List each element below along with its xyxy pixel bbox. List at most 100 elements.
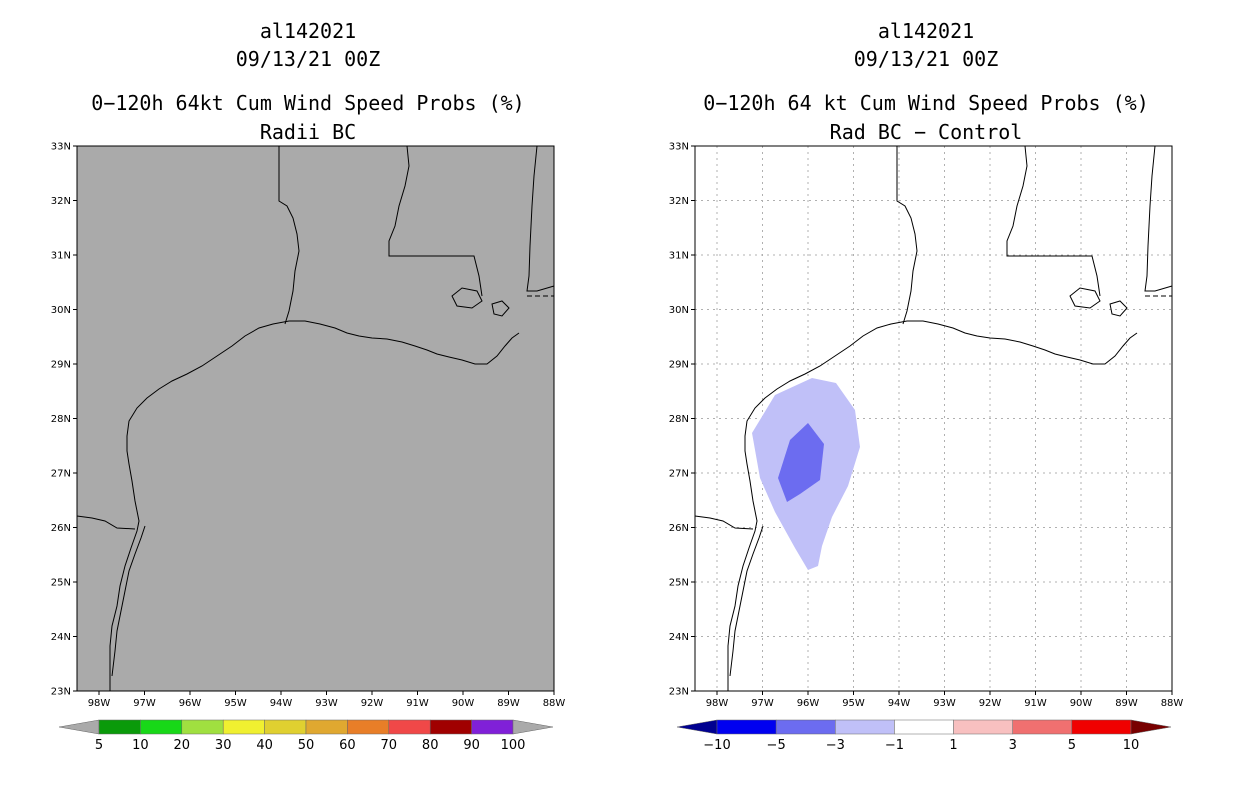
lon-label: 97W bbox=[133, 698, 156, 709]
colorbar-segment bbox=[305, 719, 348, 735]
left-subtitle: Radii BC bbox=[260, 120, 356, 144]
lon-label: 98W bbox=[706, 698, 729, 709]
right-subtitle: Rad BC − Control bbox=[830, 120, 1023, 144]
lat-label: 24N bbox=[51, 632, 71, 643]
lon-label: 91W bbox=[406, 698, 429, 709]
colorbar-label: 5 bbox=[1068, 738, 1076, 753]
left-map-panel: 33N 32N 31N 30N 29N 28N 27N 26N 25N 24N 23N 98W 97W 9… bbox=[51, 142, 566, 710]
coastline-path bbox=[727, 320, 1138, 691]
lon-label: 91W bbox=[1024, 698, 1047, 709]
lon-label: 88W bbox=[543, 698, 566, 709]
lat-label: 25N bbox=[669, 578, 689, 589]
right-axis-ticks: 33N 32N 31N 30N 29N 28N 27N 26N 25N 24N 23N 98W 97W 9… bbox=[669, 142, 1184, 710]
colorbar-high-triangle bbox=[1130, 719, 1172, 735]
lat-label: 23N bbox=[669, 687, 689, 698]
inner-probability-contour bbox=[778, 423, 824, 502]
colorbar-label: 30 bbox=[215, 738, 232, 753]
lake-outline bbox=[491, 300, 510, 317]
colorbar-segment bbox=[471, 719, 514, 735]
colorbar-label: 40 bbox=[256, 738, 273, 753]
state-border-path bbox=[388, 145, 483, 297]
right-coastline bbox=[694, 145, 1173, 691]
colorbar-label: 5 bbox=[95, 738, 103, 753]
lat-label: 28N bbox=[51, 414, 71, 425]
lat-label: 24N bbox=[669, 632, 689, 643]
colorbar-low-triangle bbox=[676, 719, 718, 735]
coastline-path bbox=[109, 320, 520, 691]
barrier-island-path bbox=[729, 525, 764, 677]
left-coastline bbox=[76, 145, 555, 691]
colorbar-segment bbox=[140, 719, 183, 735]
left-map-background bbox=[77, 146, 554, 691]
lat-label: 32N bbox=[669, 196, 689, 207]
colorbar-segment bbox=[1071, 719, 1132, 735]
lon-label: 95W bbox=[842, 698, 865, 709]
lat-label: 27N bbox=[51, 469, 71, 480]
lat-label: 31N bbox=[51, 251, 71, 262]
lon-label: 94W bbox=[888, 698, 911, 709]
lon-label: 89W bbox=[497, 698, 520, 709]
colorbar-segment bbox=[775, 719, 836, 735]
colorbar-label: −10 bbox=[703, 738, 730, 753]
left-colorbar: 5 10 20 30 40 50 60 70 80 90 100 bbox=[58, 719, 554, 753]
lake-outline bbox=[1109, 300, 1128, 317]
lon-label: 92W bbox=[979, 698, 1002, 709]
lat-label: 25N bbox=[51, 578, 71, 589]
lon-label: 97W bbox=[751, 698, 774, 709]
colorbar-segment bbox=[222, 719, 265, 735]
colorbar-label: 80 bbox=[422, 738, 439, 753]
left-datetime: 09/13/21 00Z bbox=[236, 47, 381, 71]
lake-outline bbox=[451, 287, 483, 309]
state-border-path bbox=[526, 145, 555, 292]
lat-label: 28N bbox=[669, 414, 689, 425]
colorbar-label: 10 bbox=[1123, 738, 1140, 753]
colorbar-label: 3 bbox=[1009, 738, 1017, 753]
lat-label: 30N bbox=[51, 305, 71, 316]
lat-label: 33N bbox=[669, 142, 689, 153]
right-title: 0−120h 64 kt Cum Wind Speed Probs (%) bbox=[703, 91, 1149, 115]
colorbar-label: −1 bbox=[885, 738, 904, 753]
lat-label: 26N bbox=[669, 523, 689, 534]
lat-label: 29N bbox=[51, 360, 71, 371]
colorbar-label: 70 bbox=[381, 738, 398, 753]
colorbar-segment bbox=[953, 719, 1013, 735]
lon-label: 93W bbox=[315, 698, 338, 709]
left-axis-ticks: 33N 32N 31N 30N 29N 28N 27N 26N 25N 24N 23N 98W 97W 9… bbox=[51, 142, 566, 710]
colorbar-label: 60 bbox=[339, 738, 356, 753]
colorbar-label: 50 bbox=[298, 738, 315, 753]
lat-label: 30N bbox=[669, 305, 689, 316]
lon-label: 93W bbox=[933, 698, 956, 709]
colorbar-low-triangle bbox=[58, 719, 100, 735]
lon-label: 96W bbox=[797, 698, 820, 709]
colorbar-label: 1 bbox=[949, 738, 957, 753]
barrier-island-path bbox=[111, 525, 146, 677]
state-border-path bbox=[1144, 145, 1173, 292]
state-border-path bbox=[1006, 145, 1101, 297]
lat-label: 26N bbox=[51, 523, 71, 534]
colorbar-label: 20 bbox=[174, 738, 191, 753]
colorbar-label: 90 bbox=[463, 738, 480, 753]
colorbar-segment bbox=[347, 719, 390, 735]
colorbar-label: 10 bbox=[132, 738, 149, 753]
colorbar-segment bbox=[181, 719, 224, 735]
colorbar-segment bbox=[98, 719, 141, 735]
lat-label: 23N bbox=[51, 687, 71, 698]
lon-label: 88W bbox=[1161, 698, 1184, 709]
lon-label: 90W bbox=[1070, 698, 1093, 709]
colorbar-label: 100 bbox=[501, 738, 526, 753]
colorbar-segment bbox=[835, 719, 895, 735]
left-title: 0−120h 64kt Cum Wind Speed Probs (%) bbox=[91, 91, 524, 115]
left-storm-id: al142021 bbox=[260, 19, 356, 43]
right-colorbar: −10 −5 −3 −1 1 3 5 10 bbox=[676, 719, 1172, 753]
colorbar-segment bbox=[388, 719, 431, 735]
lon-label: 94W bbox=[270, 698, 293, 709]
right-storm-id: al142021 bbox=[878, 19, 974, 43]
country-border-path bbox=[76, 515, 136, 530]
lon-label: 98W bbox=[88, 698, 111, 709]
colorbar-label: −5 bbox=[767, 738, 786, 753]
lon-label: 95W bbox=[224, 698, 247, 709]
right-datetime: 09/13/21 00Z bbox=[854, 47, 999, 71]
state-border-path bbox=[896, 146, 918, 325]
lat-label: 27N bbox=[669, 469, 689, 480]
lat-label: 32N bbox=[51, 196, 71, 207]
